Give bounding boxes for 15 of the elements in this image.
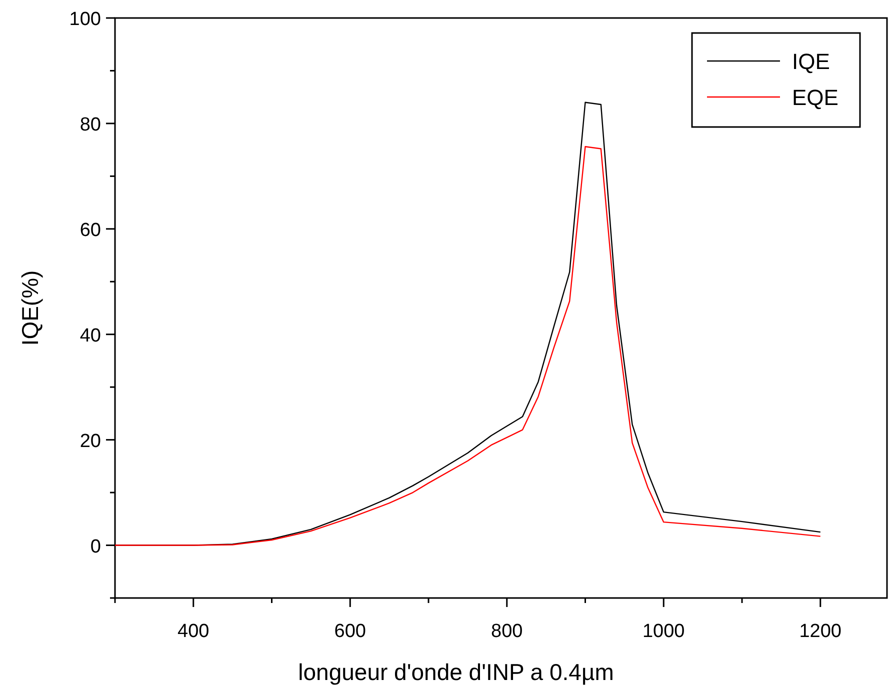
y-axis-title: IQE(%) [17, 270, 43, 346]
x-axis-title: longueur d'onde d'INP a 0.4µm [298, 659, 614, 685]
y-tick-label: 0 [90, 536, 101, 558]
x-tick-label: 1200 [799, 621, 842, 642]
x-tick-label: 600 [334, 621, 366, 642]
legend-label: EQE [792, 85, 838, 110]
y-tick-label: 80 [80, 114, 101, 136]
y-tick-label: 40 [80, 325, 101, 346]
y-tick-label: 60 [80, 220, 101, 241]
x-tick-label: 1000 [642, 621, 685, 642]
legend-label: IQE [792, 49, 830, 74]
x-tick-label: 400 [178, 621, 210, 642]
y-tick-label: 100 [69, 9, 101, 30]
y-tick-label: 20 [80, 430, 101, 452]
x-tick-label: 800 [491, 621, 523, 642]
